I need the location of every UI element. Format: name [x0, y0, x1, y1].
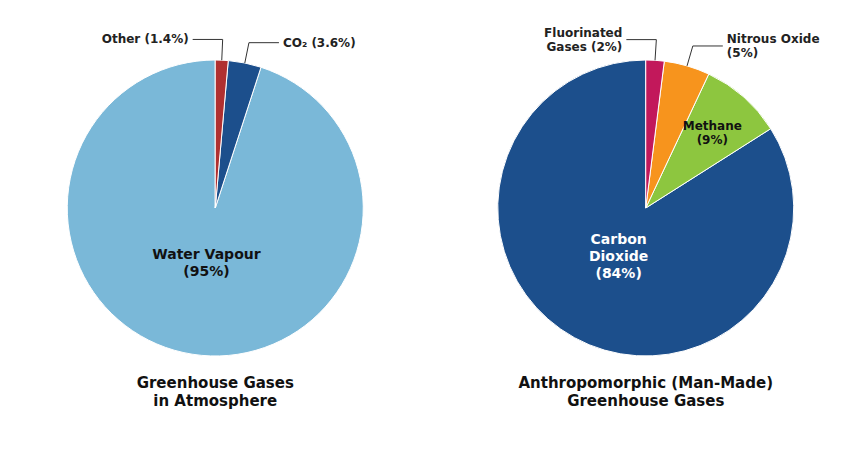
slice-label: Nitrous Oxide(5%) — [727, 31, 820, 59]
labels: CarbonDioxide(84%) Methane(9%) Nitrous Oxi… — [518, 25, 819, 409]
slice-label: Methane(9%) — [683, 118, 742, 146]
chart-svg: Water Vapour(95%) CO₂ (3.6%) Other (1.4%) G… — [0, 0, 861, 467]
slice-label: CO₂ (3.6%) — [283, 35, 356, 49]
pie-slice — [646, 60, 665, 208]
slice-label: Water Vapour(95%) — [152, 246, 260, 279]
leader-line — [687, 46, 723, 66]
leader-line — [245, 43, 279, 63]
slice-label: CarbonDioxide(84%) — [589, 231, 648, 281]
leader-line — [626, 40, 656, 61]
leader-line — [193, 39, 223, 60]
pie-slice — [215, 60, 228, 208]
slice-label: Other (1.4%) — [102, 32, 189, 46]
slice-label: FluorinatedGases (2%) — [544, 25, 622, 53]
labels: Water Vapour(95%) CO₂ (3.6%) Other (1.4%) G… — [102, 32, 356, 410]
pie-slice — [498, 60, 794, 356]
pie-chart — [67, 60, 363, 356]
pie-slice — [67, 60, 363, 356]
chart-container: Water Vapour(95%) CO₂ (3.6%) Other (1.4%) G… — [0, 0, 861, 467]
chart-title: Greenhouse Gasesin Atmosphere — [137, 374, 294, 410]
pie-chart — [498, 60, 794, 356]
chart-title: Anthropomorphic (Man-Made)Greenhouse Gas… — [518, 374, 773, 410]
pie-slice — [215, 61, 261, 208]
